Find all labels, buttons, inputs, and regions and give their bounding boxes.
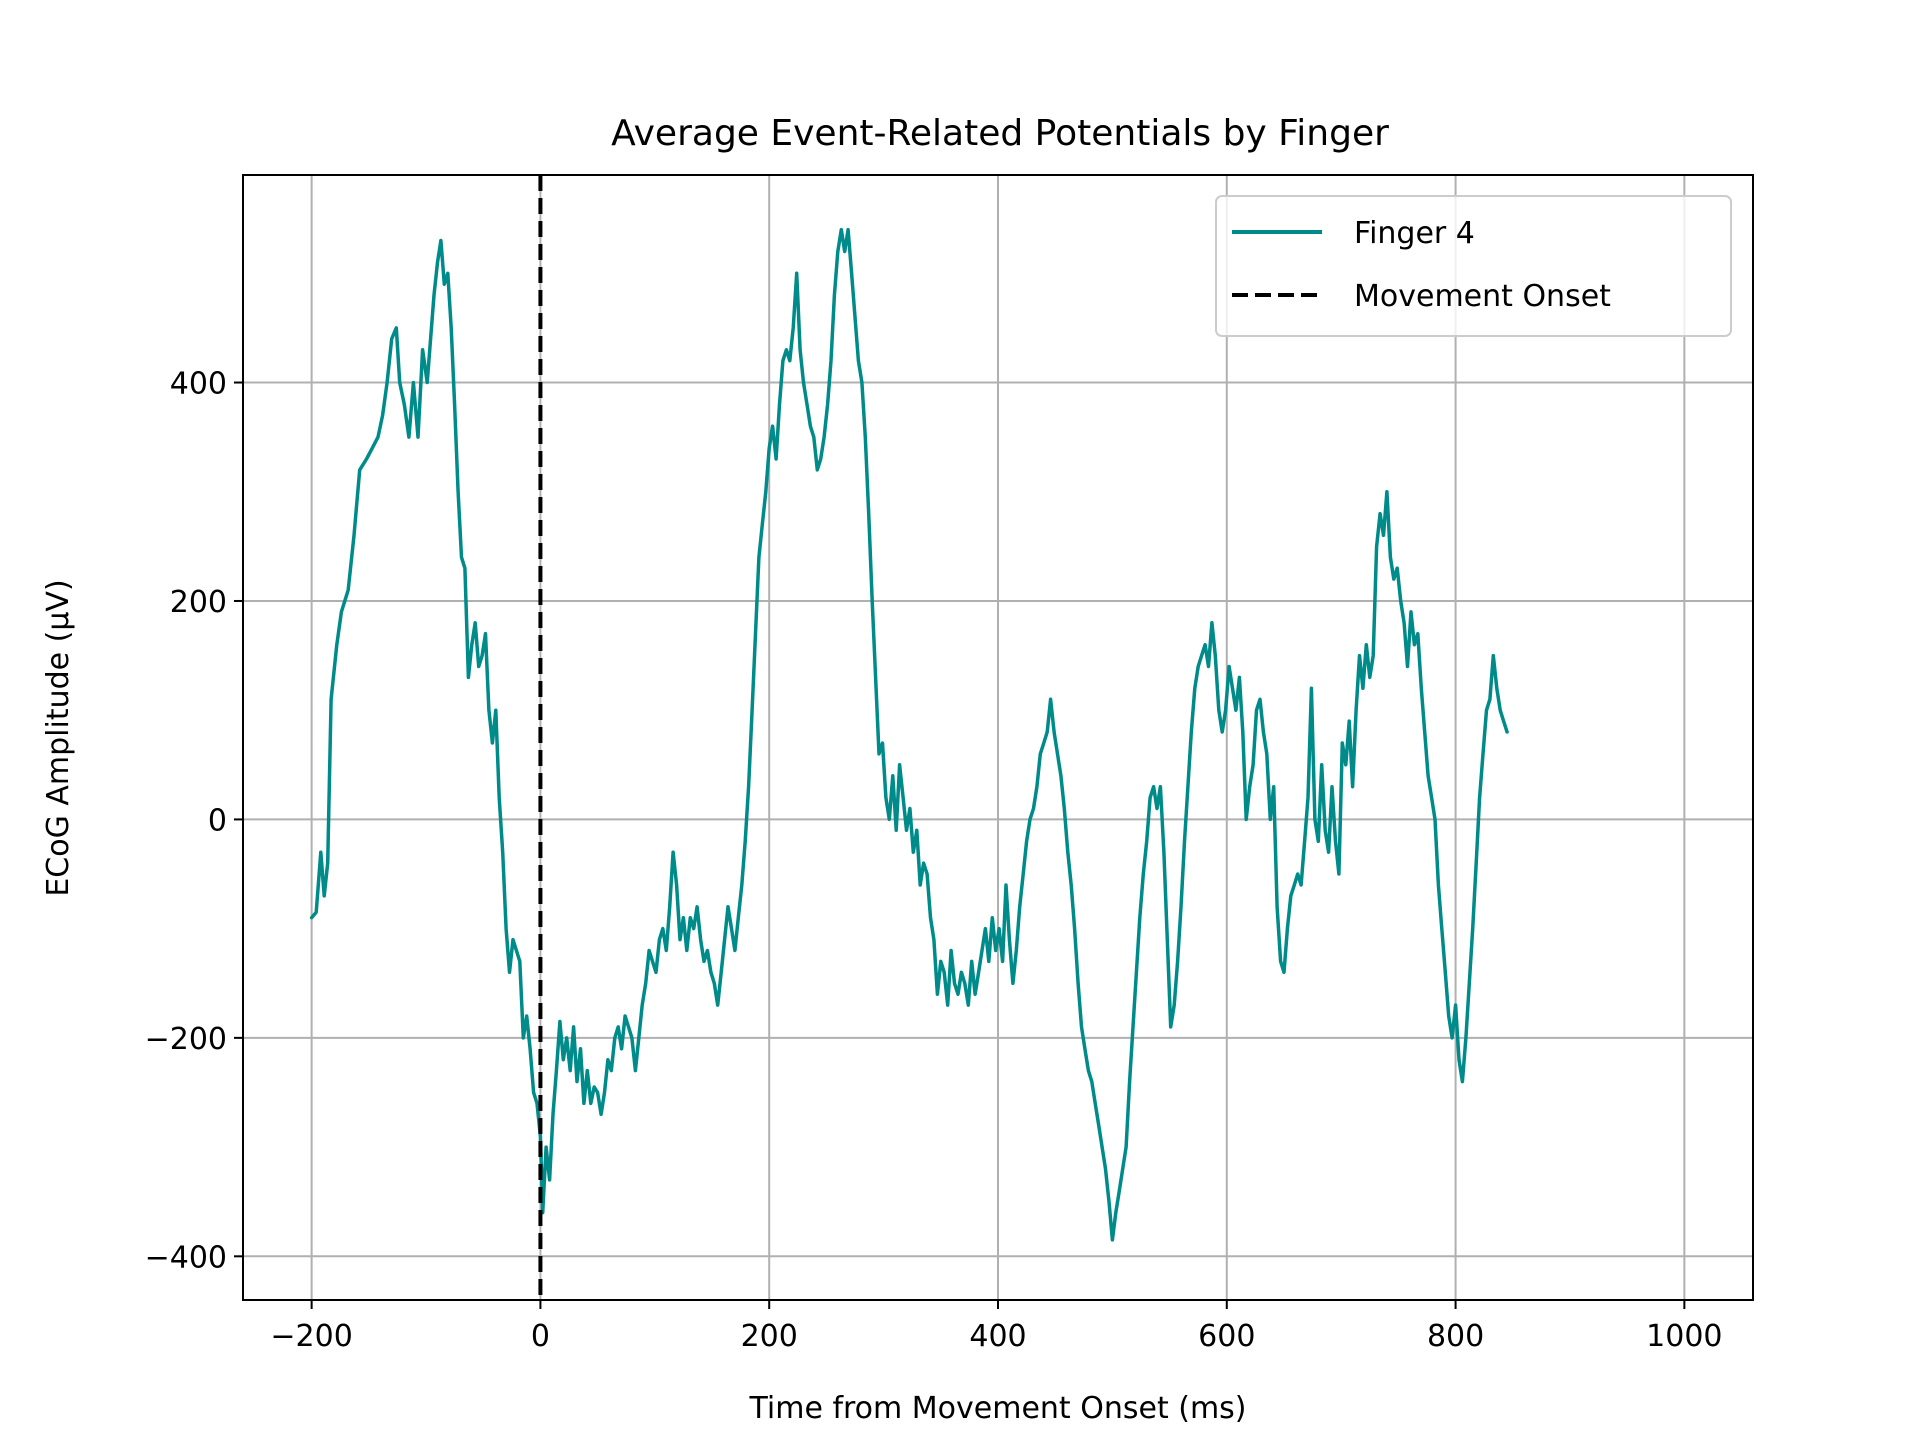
legend: Finger 4 Movement Onset: [1215, 195, 1732, 337]
y-tick-label: 400: [170, 367, 227, 402]
legend-box: [1215, 195, 1732, 337]
plot-area: [309, 175, 1509, 1300]
x-tick-label: 200: [741, 1319, 798, 1354]
legend-label-finger-4: Finger 4: [1354, 216, 1475, 251]
x-tick-label: 600: [1198, 1319, 1255, 1354]
y-tick-label: 0: [208, 803, 227, 838]
chart-title: Average Event-Related Potentials by Fing…: [611, 113, 1389, 154]
legend-label-movement-onset: Movement Onset: [1354, 279, 1611, 314]
x-tick-label: −200: [270, 1319, 352, 1354]
x-tick-label: 400: [969, 1319, 1026, 1354]
y-tick-label: −400: [145, 1240, 227, 1275]
x-axis: −200 0 200 400 600 800 1000: [270, 1300, 1723, 1354]
y-tick-label: −200: [145, 1022, 227, 1057]
x-tick-label: 1000: [1646, 1319, 1722, 1354]
x-axis-label: Time from Movement Onset (ms): [748, 1391, 1246, 1426]
y-axis: −400 −200 0 200 400: [145, 367, 243, 1275]
x-tick-label: 800: [1427, 1319, 1484, 1354]
y-tick-label: 200: [170, 585, 227, 620]
y-axis-label: ECoG Amplitude (µV): [41, 579, 76, 896]
x-tick-label: 0: [531, 1319, 550, 1354]
